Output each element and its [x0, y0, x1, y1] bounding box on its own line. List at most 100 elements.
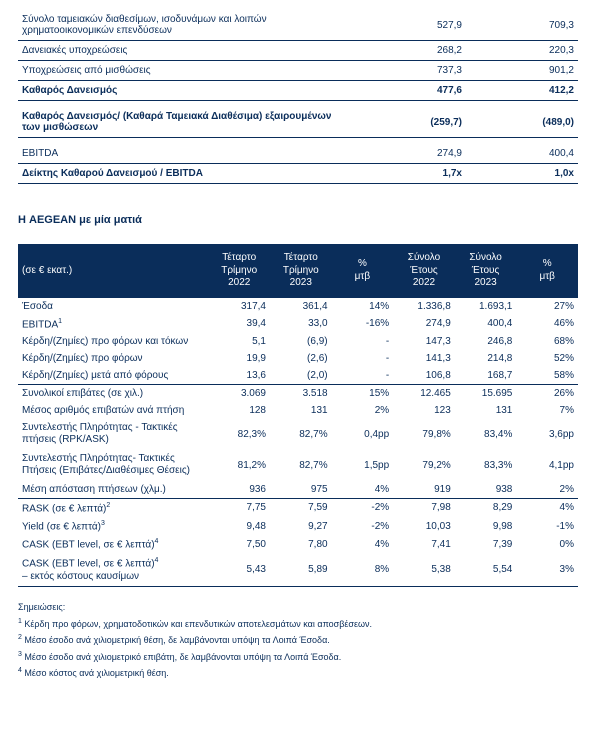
cell: 4,1pp: [516, 450, 578, 481]
cell: 27%: [516, 298, 578, 315]
footnote: 1 Κέρδη προ φόρων, χρηματοδοτικών και επ…: [18, 617, 578, 632]
cell: 400,4: [466, 144, 578, 164]
cell: 13,6: [208, 367, 270, 385]
cell: 15%: [332, 384, 394, 402]
table-row: Συντελεστής Πληρότητας - Τακτικές πτήσει…: [18, 419, 578, 450]
cell: (2,0): [270, 367, 332, 385]
cell: 709,3: [466, 10, 578, 41]
cell: 81,2%: [208, 450, 270, 481]
cell: 400,4: [455, 315, 517, 333]
cell: 10,03: [393, 517, 455, 535]
cell: 8,29: [455, 498, 517, 517]
cell: 361,4: [270, 298, 332, 315]
cell: 938: [455, 481, 517, 499]
glance-table: (σε € εκατ.)ΤέταρτοΤρίμηνο2022ΤέταρτοΤρί…: [18, 244, 578, 587]
row-label: Υποχρεώσεις από μισθώσεις: [18, 61, 354, 81]
cell: 527,9: [354, 10, 466, 41]
cell: 274,9: [393, 315, 455, 333]
row-label: Μέση απόσταση πτήσεων (χλμ.): [18, 481, 208, 499]
header-col: ΣύνολοΈτους2023: [455, 244, 517, 298]
cell: -16%: [332, 315, 394, 333]
cell: 3.518: [270, 384, 332, 402]
cell: 214,8: [455, 350, 517, 367]
cell: 936: [208, 481, 270, 499]
cell: 15.695: [455, 384, 517, 402]
row-label: RASK (σε € λεπτά)2: [18, 498, 208, 517]
cell: 3,6pp: [516, 419, 578, 450]
cell: 79,2%: [393, 450, 455, 481]
row-label: Συνολικοί επιβάτες (σε χιλ.): [18, 384, 208, 402]
table-row: Yield (σε € λεπτά)39,489,27-2%10,039,98-…: [18, 517, 578, 535]
cell: 83,3%: [455, 450, 517, 481]
cell: -1%: [516, 517, 578, 535]
row-label: EBITDA1: [18, 315, 208, 333]
table-row: Δείκτης Καθαρού Δανεισμού / EBITDA1,7x1,…: [18, 164, 578, 184]
cell: 82,3%: [208, 419, 270, 450]
table-row: EBITDA274,9400,4: [18, 144, 578, 164]
row-label: Συντελεστής Πληρότητας- Τακτικές Πτήσεις…: [18, 450, 208, 481]
cell: 246,8: [455, 333, 517, 350]
row-label: CASK (EBT level, σε € λεπτά)4 – εκτός κό…: [18, 554, 208, 587]
net-debt-table: Σύνολο ταμειακών διαθεσίμων, ισοδυνάμων …: [18, 10, 578, 184]
row-label: CASK (EBT level, σε € λεπτά)4: [18, 535, 208, 553]
row-label: Συντελεστής Πληρότητας - Τακτικές πτήσει…: [18, 419, 208, 450]
cell: 5,38: [393, 554, 455, 587]
cell: 412,2: [466, 81, 578, 101]
section-heading: Η AEGEAN με μία ματιά: [18, 214, 578, 226]
cell: 128: [208, 402, 270, 419]
cell: -2%: [332, 498, 394, 517]
cell: 0,4pp: [332, 419, 394, 450]
cell: 4%: [516, 498, 578, 517]
row-label: Κέρδη/(Ζημίες) προ φόρων και τόκων: [18, 333, 208, 350]
cell: 147,3: [393, 333, 455, 350]
table-row: Κέρδη/(Ζημίες) προ φόρων και τόκων5,1(6,…: [18, 333, 578, 350]
table-row: Υποχρεώσεις από μισθώσεις737,3901,2: [18, 61, 578, 81]
row-label: Μέσος αριθμός επιβατών ανά πτήση: [18, 402, 208, 419]
cell: -: [332, 333, 394, 350]
cell: 14%: [332, 298, 394, 315]
table-row: Συντελεστής Πληρότητας- Τακτικές Πτήσεις…: [18, 450, 578, 481]
cell: 901,2: [466, 61, 578, 81]
cell: 220,3: [466, 41, 578, 61]
cell: 106,8: [393, 367, 455, 385]
footnotes: Σημειώσεις: 1 Κέρδη προ φόρων, χρηματοδο…: [18, 601, 578, 681]
row-label: Έσοδα: [18, 298, 208, 315]
notes-heading: Σημειώσεις:: [18, 601, 578, 615]
cell: 7,59: [270, 498, 332, 517]
row-label: Σύνολο ταμειακών διαθεσίμων, ισοδυνάμων …: [18, 10, 354, 41]
table-row: Μέση απόσταση πτήσεων (χλμ.)9369754%9199…: [18, 481, 578, 499]
cell: 975: [270, 481, 332, 499]
header-col: %μτβ: [332, 244, 394, 298]
cell: 274,9: [354, 144, 466, 164]
footnote: 4 Μέσο κόστος ανά χιλιομετρική θέση.: [18, 666, 578, 681]
cell: 26%: [516, 384, 578, 402]
cell: 919: [393, 481, 455, 499]
cell: 5,1: [208, 333, 270, 350]
cell: 33,0: [270, 315, 332, 333]
cell: (489,0): [466, 107, 578, 138]
table-row: Σύνολο ταμειακών διαθεσίμων, ισοδυνάμων …: [18, 10, 578, 41]
cell: 82,7%: [270, 419, 332, 450]
cell: 7%: [516, 402, 578, 419]
row-label: Yield (σε € λεπτά)3: [18, 517, 208, 535]
cell: -2%: [332, 517, 394, 535]
cell: 1,0x: [466, 164, 578, 184]
cell: 168,7: [455, 367, 517, 385]
cell: 8%: [332, 554, 394, 587]
cell: -: [332, 350, 394, 367]
cell: 39,4: [208, 315, 270, 333]
header-col: %μτβ: [516, 244, 578, 298]
cell: 7,39: [455, 535, 517, 553]
cell: 68%: [516, 333, 578, 350]
cell: 2%: [516, 481, 578, 499]
cell: 1,7x: [354, 164, 466, 184]
cell: 141,3: [393, 350, 455, 367]
table-header: (σε € εκατ.)ΤέταρτοΤρίμηνο2022ΤέταρτοΤρί…: [18, 244, 578, 298]
cell: 1,5pp: [332, 450, 394, 481]
table-row: Δανειακές υποχρεώσεις268,2220,3: [18, 41, 578, 61]
footnote: 2 Μέσο έσοδο ανά χιλιομετρική θέση, δε λ…: [18, 633, 578, 648]
header-col: ΤέταρτοΤρίμηνο2022: [208, 244, 270, 298]
table-row: Καθαρός Δανεισμός/ (Καθαρά Ταμειακά Διαθ…: [18, 107, 578, 138]
cell: 9,27: [270, 517, 332, 535]
cell: 0%: [516, 535, 578, 553]
